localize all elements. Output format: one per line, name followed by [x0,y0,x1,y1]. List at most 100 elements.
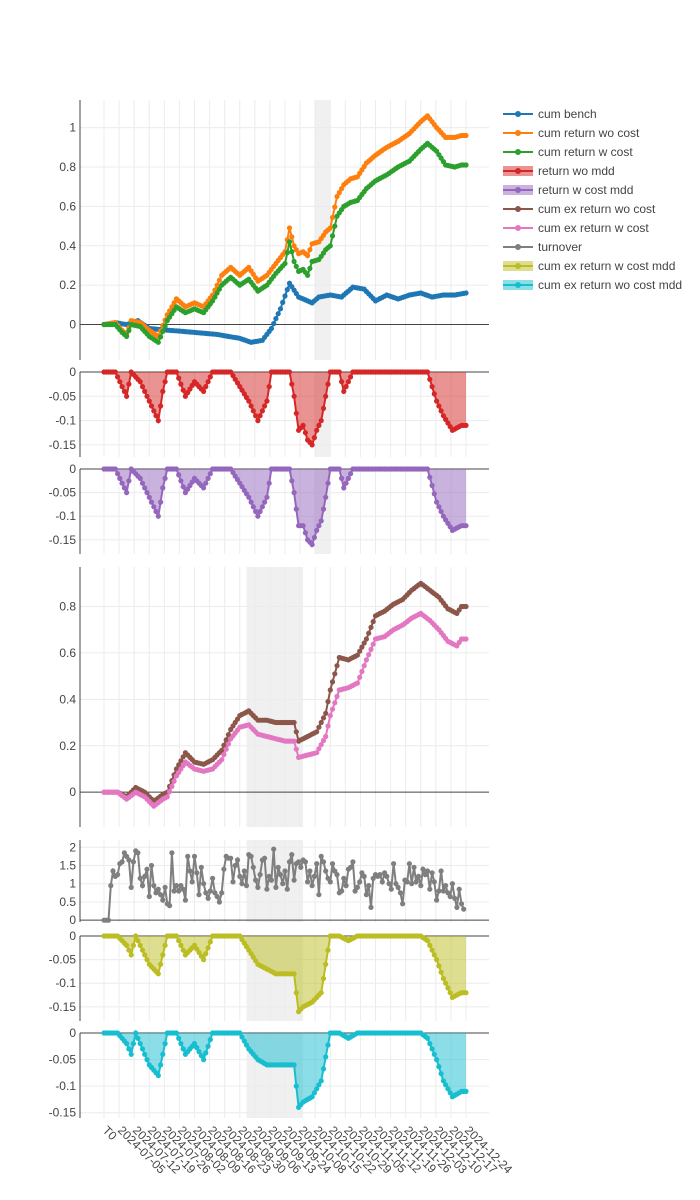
data-point [431,1051,437,1057]
data-point [318,990,324,996]
legend-label: return w cost mdd [538,183,633,197]
data-point [128,1051,134,1057]
data-point [162,1041,168,1047]
data-point [397,890,403,896]
data-point [119,480,125,486]
data-point [429,482,435,489]
data-point [180,754,186,760]
data-point [300,523,306,529]
data-point [341,388,347,394]
y-tick-label: -0.15 [49,438,77,452]
data-point [243,883,250,889]
data-point [155,418,161,424]
legend-marker [515,225,521,231]
data-point [280,881,286,887]
y-tick-label: -0.1 [55,1079,76,1093]
data-point [291,719,297,726]
data-point [291,877,297,883]
data-point [438,868,444,874]
data-point [126,947,132,953]
data-point [142,485,148,491]
y-tick-label: -0.15 [49,1000,77,1014]
data-point [271,846,277,852]
legend-label: cum ex return w cost mdd [538,259,675,273]
legend-label: return wo mdd [538,164,615,178]
data-point [130,1041,136,1047]
data-point [431,879,437,885]
data-point [241,1038,247,1044]
data-point [137,475,143,481]
data-point [431,491,437,497]
y-tick-label: -0.1 [55,976,76,990]
legend-item-cum-ex-return-w-cost[interactable]: cum ex return w cost [503,221,649,235]
data-point [151,408,157,414]
data-point [182,393,188,399]
y-tick-label: -0.1 [55,509,76,523]
data-point [336,369,342,375]
data-point [253,413,259,419]
data-point [325,699,331,705]
data-point [456,886,462,892]
data-point [117,475,123,481]
data-point [318,853,324,860]
legend-item-cum-return-w-cost[interactable]: cum return w cost [503,145,633,159]
data-point [216,899,222,905]
data-point [126,381,132,387]
data-point [160,1051,166,1057]
data-point [307,247,313,253]
data-point [176,1035,182,1041]
data-point [463,636,469,642]
series-line [104,849,465,922]
data-point [266,384,272,390]
data-point [348,471,354,477]
data-point [320,975,327,982]
data-point [214,282,220,288]
y-tick-label: -0.05 [49,389,77,403]
data-point [311,435,317,441]
data-point [112,369,118,375]
data-point [223,746,229,752]
data-point [314,1086,320,1092]
data-point [323,494,329,500]
data-point [386,881,392,887]
legend-item-return-w-cost-mdd[interactable]: return w cost mdd [503,183,633,197]
data-point [180,947,186,953]
data-point [221,751,227,758]
data-point [257,413,263,419]
data-point [280,299,286,305]
legend-item-cum-ex-return-wo-cost-mdd[interactable]: cum ex return wo cost mdd [503,278,682,292]
data-point [424,1035,431,1041]
data-point [178,758,184,764]
data-point [325,723,331,729]
data-point [162,884,168,891]
data-point [368,646,374,653]
data-point [257,872,263,878]
legend-item-turnover[interactable]: turnover [503,240,582,254]
legend-label: cum bench [538,107,597,121]
data-point [144,393,150,399]
legend-item-cum-bench[interactable]: cum bench [503,107,597,121]
y-tick-label: -0.05 [49,486,77,500]
data-point [284,886,290,892]
panel-ex-w-cost-mdd: 0 -0.05 -0.1 -0.15 [49,929,489,1021]
data-point [329,233,336,239]
data-point [162,475,168,481]
data-point [323,1054,329,1060]
data-point [221,742,227,748]
data-point [316,892,322,898]
legend[interactable]: cum bench cum return wo cost cum return w … [503,107,682,292]
data-point [173,1030,179,1036]
panel-returns: 1 0.8 0.6 0.4 0.2 0 [59,100,489,360]
y-tick-label: -0.05 [49,953,77,967]
legend-item-cum-return-wo-cost[interactable]: cum return wo cost [503,126,640,140]
data-point [305,253,311,259]
data-point [253,508,259,515]
data-point [327,225,333,231]
data-point [201,881,207,887]
data-point [264,398,270,404]
series-turnover [101,846,467,923]
legend-item-cum-ex-return-wo-cost[interactable]: cum ex return wo cost [503,202,656,216]
data-point [135,850,141,856]
legend-item-cum-ex-return-w-cost-mdd[interactable]: cum ex return w cost mdd [503,259,675,273]
legend-item-return-wo-mdd[interactable]: return wo mdd [503,164,615,178]
